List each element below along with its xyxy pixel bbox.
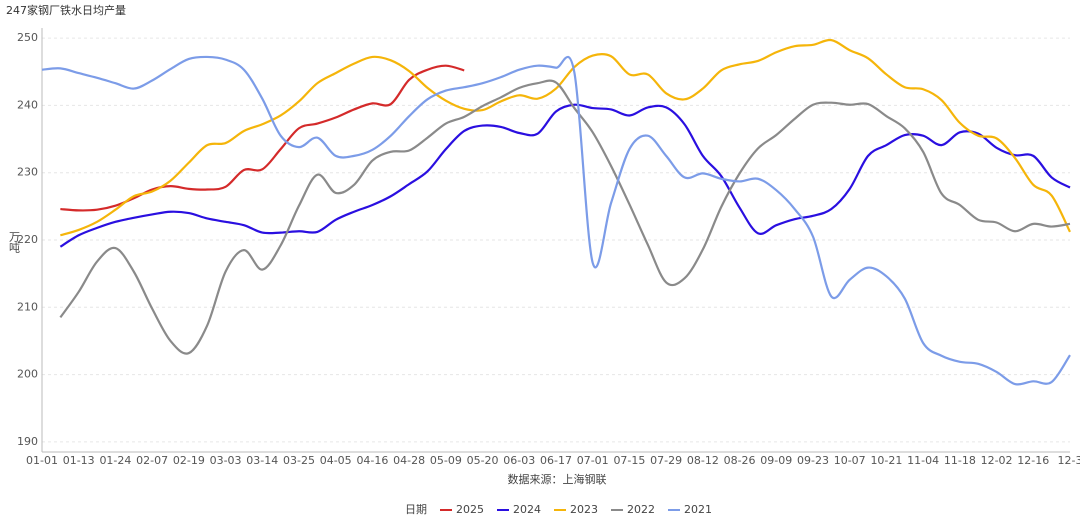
legend-label: 2021 bbox=[684, 503, 712, 516]
x-tick-label: 04-16 bbox=[356, 454, 388, 467]
x-tick-label: 05-20 bbox=[467, 454, 499, 467]
y-tick-label: 200 bbox=[17, 368, 38, 381]
series-line bbox=[41, 55, 1071, 386]
x-tick-label: 06-03 bbox=[503, 454, 535, 467]
x-tick-label: 03-14 bbox=[246, 454, 278, 467]
y-tick-label: 250 bbox=[17, 31, 38, 44]
x-tick-label: 12-3 bbox=[1058, 454, 1080, 467]
x-tick-label: 02-07 bbox=[136, 454, 168, 467]
x-tick-label: 01-24 bbox=[99, 454, 131, 467]
x-tick-label: 03-25 bbox=[283, 454, 315, 467]
y-tick-label: 190 bbox=[17, 435, 38, 448]
legend-label: 2023 bbox=[570, 503, 598, 516]
y-tick-label: 230 bbox=[17, 166, 38, 179]
x-tick-label: 09-23 bbox=[797, 454, 829, 467]
x-tick-label: 01-01 bbox=[26, 454, 58, 467]
series-line bbox=[60, 38, 1071, 237]
x-tick-label: 05-09 bbox=[430, 454, 462, 467]
series-line bbox=[59, 79, 1071, 355]
x-tick-label: 11-04 bbox=[907, 454, 939, 467]
y-tick-label: 240 bbox=[17, 98, 38, 111]
x-tick-label: 01-13 bbox=[63, 454, 95, 467]
x-tick-label: 12-02 bbox=[981, 454, 1013, 467]
x-tick-label: 07-01 bbox=[577, 454, 609, 467]
x-tick-label: 11-18 bbox=[944, 454, 976, 467]
x-tick-label: 09-09 bbox=[760, 454, 792, 467]
x-tick-label: 10-07 bbox=[834, 454, 866, 467]
x-tick-label: 04-28 bbox=[393, 454, 425, 467]
y-tick-label: 220 bbox=[17, 233, 38, 246]
series-line bbox=[59, 103, 1071, 248]
x-tick-label: 07-29 bbox=[650, 454, 682, 467]
x-tick-label: 08-26 bbox=[724, 454, 756, 467]
x-tick-label: 07-15 bbox=[613, 454, 645, 467]
x-tick-label: 04-05 bbox=[320, 454, 352, 467]
x-axis-title: 数据来源：上海钢联 bbox=[508, 472, 607, 486]
x-tick-label: 08-12 bbox=[687, 454, 719, 467]
x-tick-label: 10-21 bbox=[870, 454, 902, 467]
x-tick-label: 06-17 bbox=[540, 454, 572, 467]
legend-label: 2024 bbox=[513, 503, 541, 516]
y-tick-label: 210 bbox=[17, 300, 38, 313]
legend-label: 2025 bbox=[456, 503, 484, 516]
x-tick-label: 03-03 bbox=[210, 454, 242, 467]
x-tick-label: 02-19 bbox=[173, 454, 205, 467]
legend-title: 日期 bbox=[405, 503, 427, 516]
chart-title: 247家钢厂铁水日均产量 bbox=[6, 3, 126, 17]
x-tick-label: 12-16 bbox=[1017, 454, 1049, 467]
legend-label: 2022 bbox=[627, 503, 655, 516]
y-axis-title: 万吨 bbox=[8, 231, 21, 253]
